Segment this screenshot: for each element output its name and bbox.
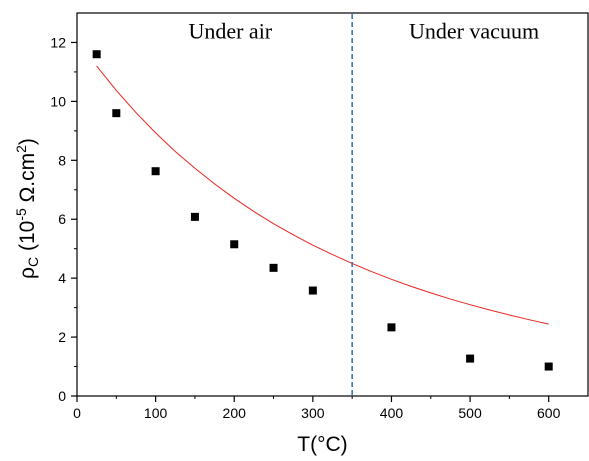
annotation-label: Under vacuum <box>409 19 539 44</box>
data-points-layer <box>92 50 553 371</box>
y-title-open: (10 <box>16 221 39 257</box>
x-tick-label: 300 <box>301 405 325 421</box>
axes-layer: 0 100 200 300 400 500 600 0 2 4 6 8 10 12 <box>50 12 589 421</box>
y-title-close: ) <box>16 138 39 145</box>
x-tick-label: 500 <box>458 405 482 421</box>
y-tick-label: 0 <box>58 388 66 404</box>
y-title-main: ρ <box>16 267 39 279</box>
plot-area <box>77 13 588 396</box>
y-title-unit: Ω.cm <box>16 153 39 208</box>
y-axis-title: ρC (10-5 Ω.cm2) <box>13 138 41 279</box>
y-tick-label: 12 <box>50 34 66 50</box>
y-title-exp2: 2 <box>13 145 29 153</box>
y-tick-label: 10 <box>50 93 66 109</box>
data-point <box>230 240 239 249</box>
data-point <box>92 50 101 59</box>
data-point <box>308 286 317 295</box>
x-tick-label: 600 <box>537 405 561 421</box>
data-point <box>387 323 396 332</box>
y-tick-label: 6 <box>58 211 66 227</box>
annotation-layer: Under air Under vacuum <box>188 19 539 44</box>
x-tick-label: 200 <box>223 405 247 421</box>
x-tick-label: 0 <box>73 405 81 421</box>
fit-curve-layer <box>96 65 549 325</box>
x-axis-title: T(°C) <box>297 433 347 456</box>
data-point <box>112 109 121 118</box>
y-tick-label: 2 <box>58 329 66 345</box>
x-tick-label: 100 <box>144 405 168 421</box>
data-point <box>151 167 160 176</box>
y-title-sub: C <box>25 257 41 267</box>
y-title-exp: -5 <box>13 208 29 221</box>
y-tick-label: 8 <box>58 152 66 168</box>
data-point <box>269 263 278 272</box>
y-tick-label: 4 <box>58 270 66 286</box>
x-tick-label: 400 <box>380 405 404 421</box>
data-point <box>190 212 199 221</box>
fit-curve <box>96 65 549 325</box>
plot-frame <box>76 12 589 397</box>
data-point <box>466 354 475 363</box>
annotation-label: Under air <box>188 19 272 44</box>
data-point <box>544 362 553 371</box>
plot-background <box>77 13 588 396</box>
